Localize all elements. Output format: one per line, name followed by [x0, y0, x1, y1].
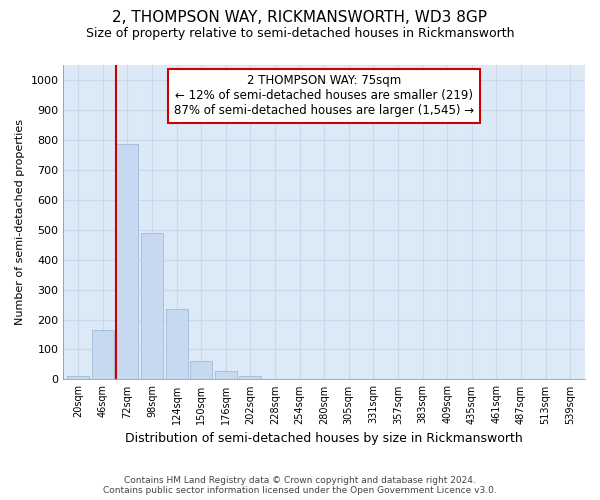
Bar	[92, 330, 114, 380]
Text: 2, THOMPSON WAY, RICKMANSWORTH, WD3 8GP: 2, THOMPSON WAY, RICKMANSWORTH, WD3 8GP	[113, 10, 487, 25]
Bar	[166, 309, 188, 380]
Bar	[141, 232, 163, 380]
Bar	[116, 144, 139, 380]
Y-axis label: Number of semi-detached properties: Number of semi-detached properties	[15, 119, 25, 325]
Bar	[215, 371, 237, 380]
Bar	[239, 376, 262, 380]
Text: Contains HM Land Registry data © Crown copyright and database right 2024.
Contai: Contains HM Land Registry data © Crown c…	[103, 476, 497, 495]
X-axis label: Distribution of semi-detached houses by size in Rickmansworth: Distribution of semi-detached houses by …	[125, 432, 523, 445]
Text: 2 THOMPSON WAY: 75sqm
← 12% of semi-detached houses are smaller (219)
87% of sem: 2 THOMPSON WAY: 75sqm ← 12% of semi-deta…	[174, 74, 474, 118]
Bar	[67, 376, 89, 380]
Bar	[190, 361, 212, 380]
Text: Size of property relative to semi-detached houses in Rickmansworth: Size of property relative to semi-detach…	[86, 28, 514, 40]
